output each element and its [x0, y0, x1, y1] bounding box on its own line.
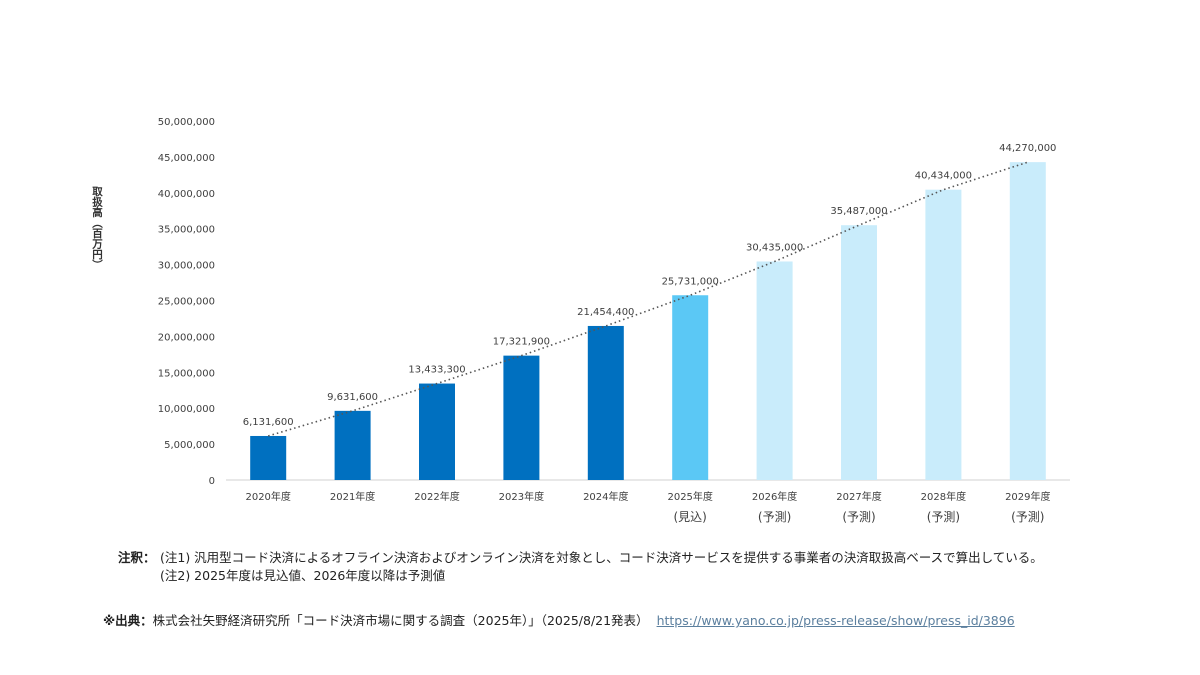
bar — [1009, 162, 1046, 480]
y-tick-label: 25,000,000 — [158, 297, 215, 308]
y-tick-label: 10,000,000 — [158, 404, 215, 415]
note-2: (注2) 2025年度は見込値、2026年度以降は予測値 — [160, 568, 446, 583]
y-tick-label: 40,000,000 — [158, 189, 215, 200]
data-label: 6,131,600 — [243, 417, 294, 428]
data-label: 13,433,300 — [408, 365, 465, 376]
x-tick-label: 2024年度 — [583, 490, 628, 503]
x-tick-sublabel: (予測) — [842, 510, 875, 524]
data-label: 44,270,000 — [999, 143, 1056, 154]
y-tick-label: 45,000,000 — [158, 153, 215, 164]
data-label: 40,434,000 — [915, 171, 972, 182]
y-axis-title: 取扱高（百万円） — [91, 186, 103, 270]
y-tick-label: 50,000,000 — [158, 117, 215, 128]
x-tick-sublabel: (予測) — [1011, 510, 1044, 524]
data-label: 9,631,600 — [327, 392, 378, 403]
x-tick-label: 2023年度 — [499, 490, 544, 503]
x-tick-label: 2029年度 — [1005, 490, 1050, 503]
y-axis-tick-labels: 0 5,000,000 10,000,000 15,000,000 20,000,000… — [158, 117, 215, 487]
y-tick-label: 5,000,000 — [164, 440, 215, 451]
x-axis-tick-labels: 2020年度 2021年度 2022年度 2023年度 2024年度 2025年度 (見込)… — [245, 490, 1050, 524]
source-text: 株式会社矢野経済研究所「コード決済市場に関する調査（2025年）」（2025/8… — [152, 613, 649, 628]
x-tick-sublabel: (見込) — [674, 510, 707, 524]
source-label: ※出典： — [103, 613, 153, 628]
data-label: 30,435,000 — [746, 242, 803, 253]
y-tick-label: 20,000,000 — [158, 332, 215, 343]
x-tick-label: 2025年度 — [667, 490, 712, 503]
data-label: 17,321,900 — [493, 337, 550, 348]
source-link[interactable]: https://www.yano.co.jp/press-release/sho… — [656, 613, 1015, 628]
bars — [250, 162, 1046, 480]
y-tick-label: 15,000,000 — [158, 368, 215, 379]
y-tick-label: 30,000,000 — [158, 261, 215, 272]
bar — [419, 383, 455, 480]
bar — [503, 355, 540, 480]
trend-line — [267, 161, 1029, 437]
data-label: 35,487,000 — [830, 206, 887, 217]
x-tick-label: 2027年度 — [836, 490, 881, 503]
bar-chart: 取扱高（百万円） 0 5,000,000 10,000,000 15,000,000 2… — [91, 117, 1070, 524]
x-tick-label: 2028年度 — [921, 490, 966, 503]
bar — [841, 225, 877, 480]
x-tick-sublabel: (予測) — [758, 510, 791, 524]
x-tick-label: 2026年度 — [752, 490, 797, 503]
source: ※出典：株式会社矢野経済研究所「コード決済市場に関する調査（2025年）」（20… — [103, 610, 1015, 629]
notes-label: 注釈： — [118, 550, 156, 565]
x-tick-sublabel: (予測) — [927, 510, 960, 524]
data-label: 21,454,400 — [577, 307, 634, 318]
bar — [334, 410, 371, 480]
bar — [756, 261, 793, 480]
y-tick-label: 35,000,000 — [158, 225, 215, 236]
x-tick-label: 2021年度 — [330, 490, 375, 503]
x-tick-label: 2020年度 — [245, 490, 290, 503]
note-1: (注1) 汎用型コード決済によるオフライン決済およびオンライン決済を対象とし、コ… — [160, 550, 1043, 565]
notes: 注釈： (注1) 汎用型コード決済によるオフライン決済およびオンライン決済を対象… — [118, 549, 1043, 585]
bar — [672, 295, 709, 480]
bar — [925, 189, 962, 480]
bar — [587, 325, 624, 480]
y-axis-title-text: 取扱高（百万円） — [91, 186, 103, 270]
data-label: 25,731,000 — [662, 276, 719, 287]
y-tick-label: 0 — [209, 476, 215, 487]
data-labels: 6,131,600 9,631,600 13,433,300 17,321,900 21… — [243, 143, 1057, 428]
bar — [250, 435, 287, 480]
x-tick-label: 2022年度 — [414, 490, 459, 503]
